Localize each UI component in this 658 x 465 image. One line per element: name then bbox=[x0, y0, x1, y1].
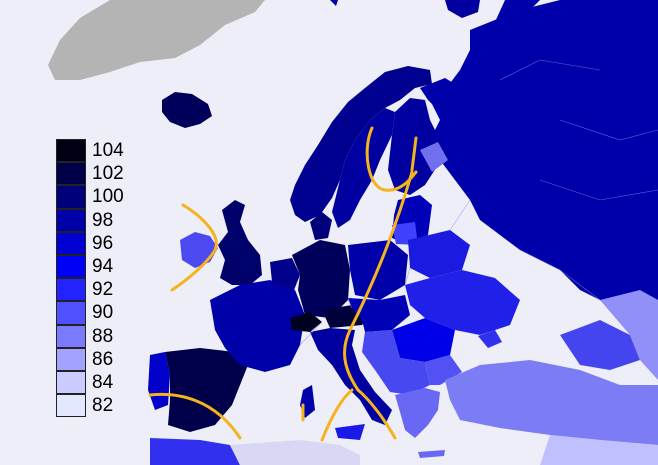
legend-label: 98 bbox=[92, 209, 114, 231]
legend-swatch bbox=[56, 139, 86, 163]
turkey bbox=[445, 360, 658, 445]
legend-swatch bbox=[56, 162, 86, 186]
morocco bbox=[150, 438, 240, 465]
belarus bbox=[408, 230, 470, 278]
romania bbox=[392, 318, 455, 362]
crete bbox=[418, 450, 445, 458]
legend-item: 102 bbox=[56, 162, 166, 186]
legend-swatch bbox=[56, 324, 86, 348]
legend: 104 102 100 98 96 94 92 90 88 86 84 82 bbox=[56, 139, 166, 418]
boundary-line-main bbox=[343, 170, 414, 392]
legend-swatch bbox=[56, 185, 86, 209]
legend-swatch bbox=[56, 347, 86, 371]
legend-swatch bbox=[56, 394, 86, 418]
svalbard bbox=[445, 0, 480, 18]
caucasus bbox=[560, 320, 640, 370]
legend-label: 90 bbox=[92, 302, 114, 324]
ukraine bbox=[405, 270, 520, 335]
denmark bbox=[310, 212, 332, 240]
boundary-line-ireland bbox=[170, 203, 218, 292]
karelia-light bbox=[420, 142, 448, 172]
germany bbox=[292, 240, 350, 318]
legend-item: 86 bbox=[56, 347, 166, 371]
legend-swatch bbox=[56, 301, 86, 325]
greenland bbox=[48, 0, 265, 80]
norway bbox=[290, 66, 432, 222]
legend-label: 94 bbox=[92, 255, 114, 277]
legend-swatch bbox=[56, 278, 86, 302]
legend-label: 84 bbox=[92, 371, 114, 393]
kazakhstan-light bbox=[600, 290, 658, 380]
boundary-lines bbox=[148, 126, 418, 442]
greece bbox=[395, 388, 440, 438]
arctic-island bbox=[330, 0, 338, 6]
switzerland bbox=[290, 312, 322, 332]
legend-label: 86 bbox=[92, 348, 114, 370]
france bbox=[210, 280, 305, 372]
legend-swatch bbox=[56, 254, 86, 279]
legend-label: 102 bbox=[92, 163, 124, 185]
legend-item: 98 bbox=[56, 208, 166, 232]
russia-north-island bbox=[495, 0, 540, 30]
legend-item: 90 bbox=[56, 301, 166, 325]
legend-label: 92 bbox=[92, 279, 114, 301]
legend-label: 82 bbox=[92, 395, 114, 417]
spain bbox=[165, 348, 248, 432]
kola bbox=[420, 78, 465, 112]
legend-swatch bbox=[56, 370, 86, 395]
algeria-tunisia bbox=[230, 440, 360, 465]
legend-item: 104 bbox=[56, 139, 166, 163]
legend-label: 88 bbox=[92, 325, 114, 347]
legend-label: 104 bbox=[92, 140, 124, 161]
legend-item: 84 bbox=[56, 370, 166, 395]
bulgaria bbox=[425, 355, 462, 385]
sweden bbox=[332, 108, 395, 228]
legend-item: 88 bbox=[56, 324, 166, 348]
boundary-line-italy-east bbox=[356, 388, 397, 440]
iceland bbox=[162, 92, 212, 128]
legend-label: 100 bbox=[92, 186, 124, 208]
middle-east bbox=[540, 435, 658, 465]
united-kingdom bbox=[218, 200, 262, 285]
russia bbox=[430, 0, 658, 330]
boundary-line-finland-east bbox=[410, 136, 418, 172]
boundary-line-italy-west bbox=[320, 388, 354, 442]
legend-swatch bbox=[56, 208, 86, 232]
balkans bbox=[362, 330, 430, 395]
borders bbox=[299, 59, 658, 346]
legend-item: 94 bbox=[56, 254, 166, 279]
legend-item: 100 bbox=[56, 185, 166, 209]
benelux bbox=[270, 258, 300, 290]
legend-item: 82 bbox=[56, 394, 166, 418]
boundary-line-iberia bbox=[148, 392, 242, 440]
crimea bbox=[478, 330, 502, 348]
legend-item: 96 bbox=[56, 231, 166, 255]
sicily bbox=[335, 424, 365, 440]
legend-swatch bbox=[56, 231, 86, 255]
legend-item: 92 bbox=[56, 278, 166, 302]
legend-label: 96 bbox=[92, 232, 114, 254]
